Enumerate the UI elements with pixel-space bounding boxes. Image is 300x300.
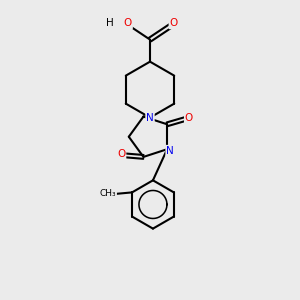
Text: N: N bbox=[166, 146, 174, 156]
Text: O: O bbox=[124, 18, 132, 28]
Text: O: O bbox=[117, 149, 125, 159]
Text: O: O bbox=[185, 113, 193, 123]
Text: H: H bbox=[106, 18, 114, 28]
Text: O: O bbox=[169, 18, 178, 28]
Text: N: N bbox=[146, 112, 154, 123]
Text: CH₃: CH₃ bbox=[100, 189, 116, 198]
